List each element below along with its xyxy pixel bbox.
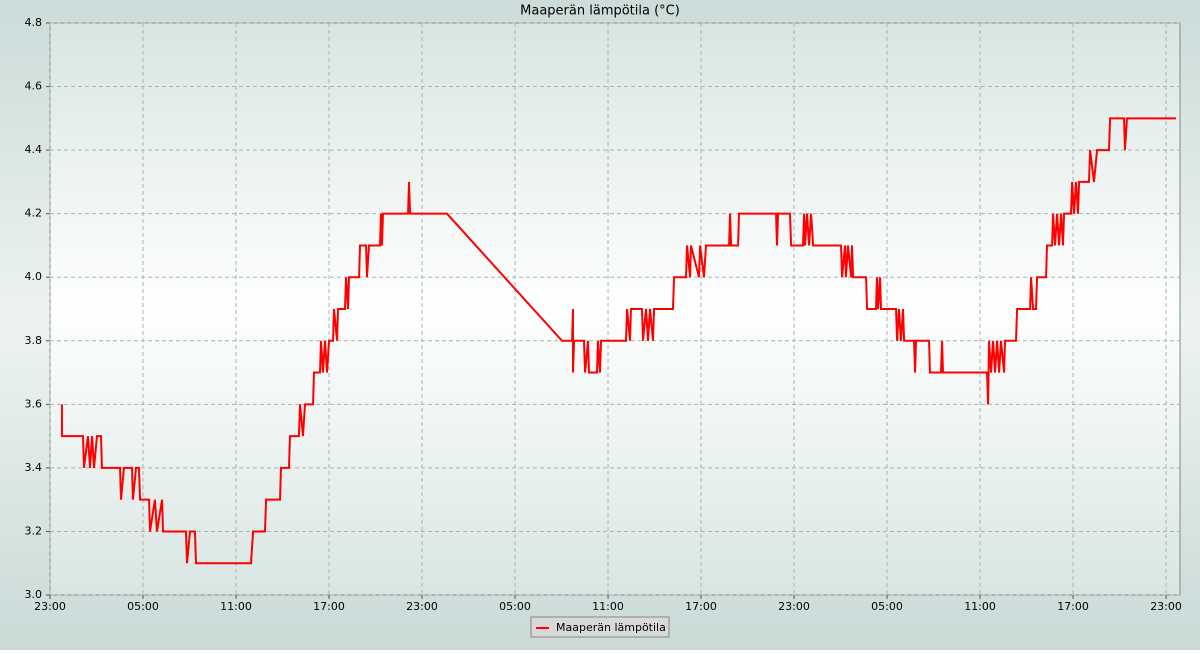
x-tick-label: 17:00	[685, 600, 717, 613]
x-tick-label: 23:00	[1150, 600, 1182, 613]
data-line	[60, 117, 1177, 565]
x-tick-label: 11:00	[964, 600, 996, 613]
y-tick-label: 3.0	[25, 588, 43, 601]
legend: Maaperän lämpötila	[530, 616, 670, 638]
y-tick-label: 4.4	[25, 143, 43, 156]
x-tick-label: 05:00	[499, 600, 531, 613]
chart-title: Maaperän lämpötila (°C)	[520, 4, 680, 19]
x-tick-label: 17:00	[1057, 600, 1089, 613]
x-tick-label: 23:00	[34, 600, 66, 613]
x-tick-label: 23:00	[778, 600, 810, 613]
x-tick-label: 11:00	[220, 600, 252, 613]
x-tick-label: 11:00	[592, 600, 624, 613]
x-tick-label: 17:00	[313, 600, 345, 613]
y-tick-label: 4.0	[25, 270, 43, 283]
y-tick-label: 3.8	[25, 334, 43, 347]
legend-box	[530, 616, 670, 638]
plot-area	[49, 22, 1181, 596]
y-tick-label: 3.2	[25, 524, 43, 537]
x-tick-label: 05:00	[127, 600, 159, 613]
y-tick-label: 4.6	[25, 80, 43, 93]
legend-label: Maaperän lämpötila	[556, 621, 666, 634]
y-tick-label: 3.4	[25, 461, 43, 474]
x-tick-label: 23:00	[406, 600, 438, 613]
y-tick-label: 4.8	[25, 16, 43, 29]
y-tick-label: 3.6	[25, 397, 43, 410]
x-tick-label: 05:00	[871, 600, 903, 613]
y-tick-label: 4.2	[25, 207, 43, 220]
